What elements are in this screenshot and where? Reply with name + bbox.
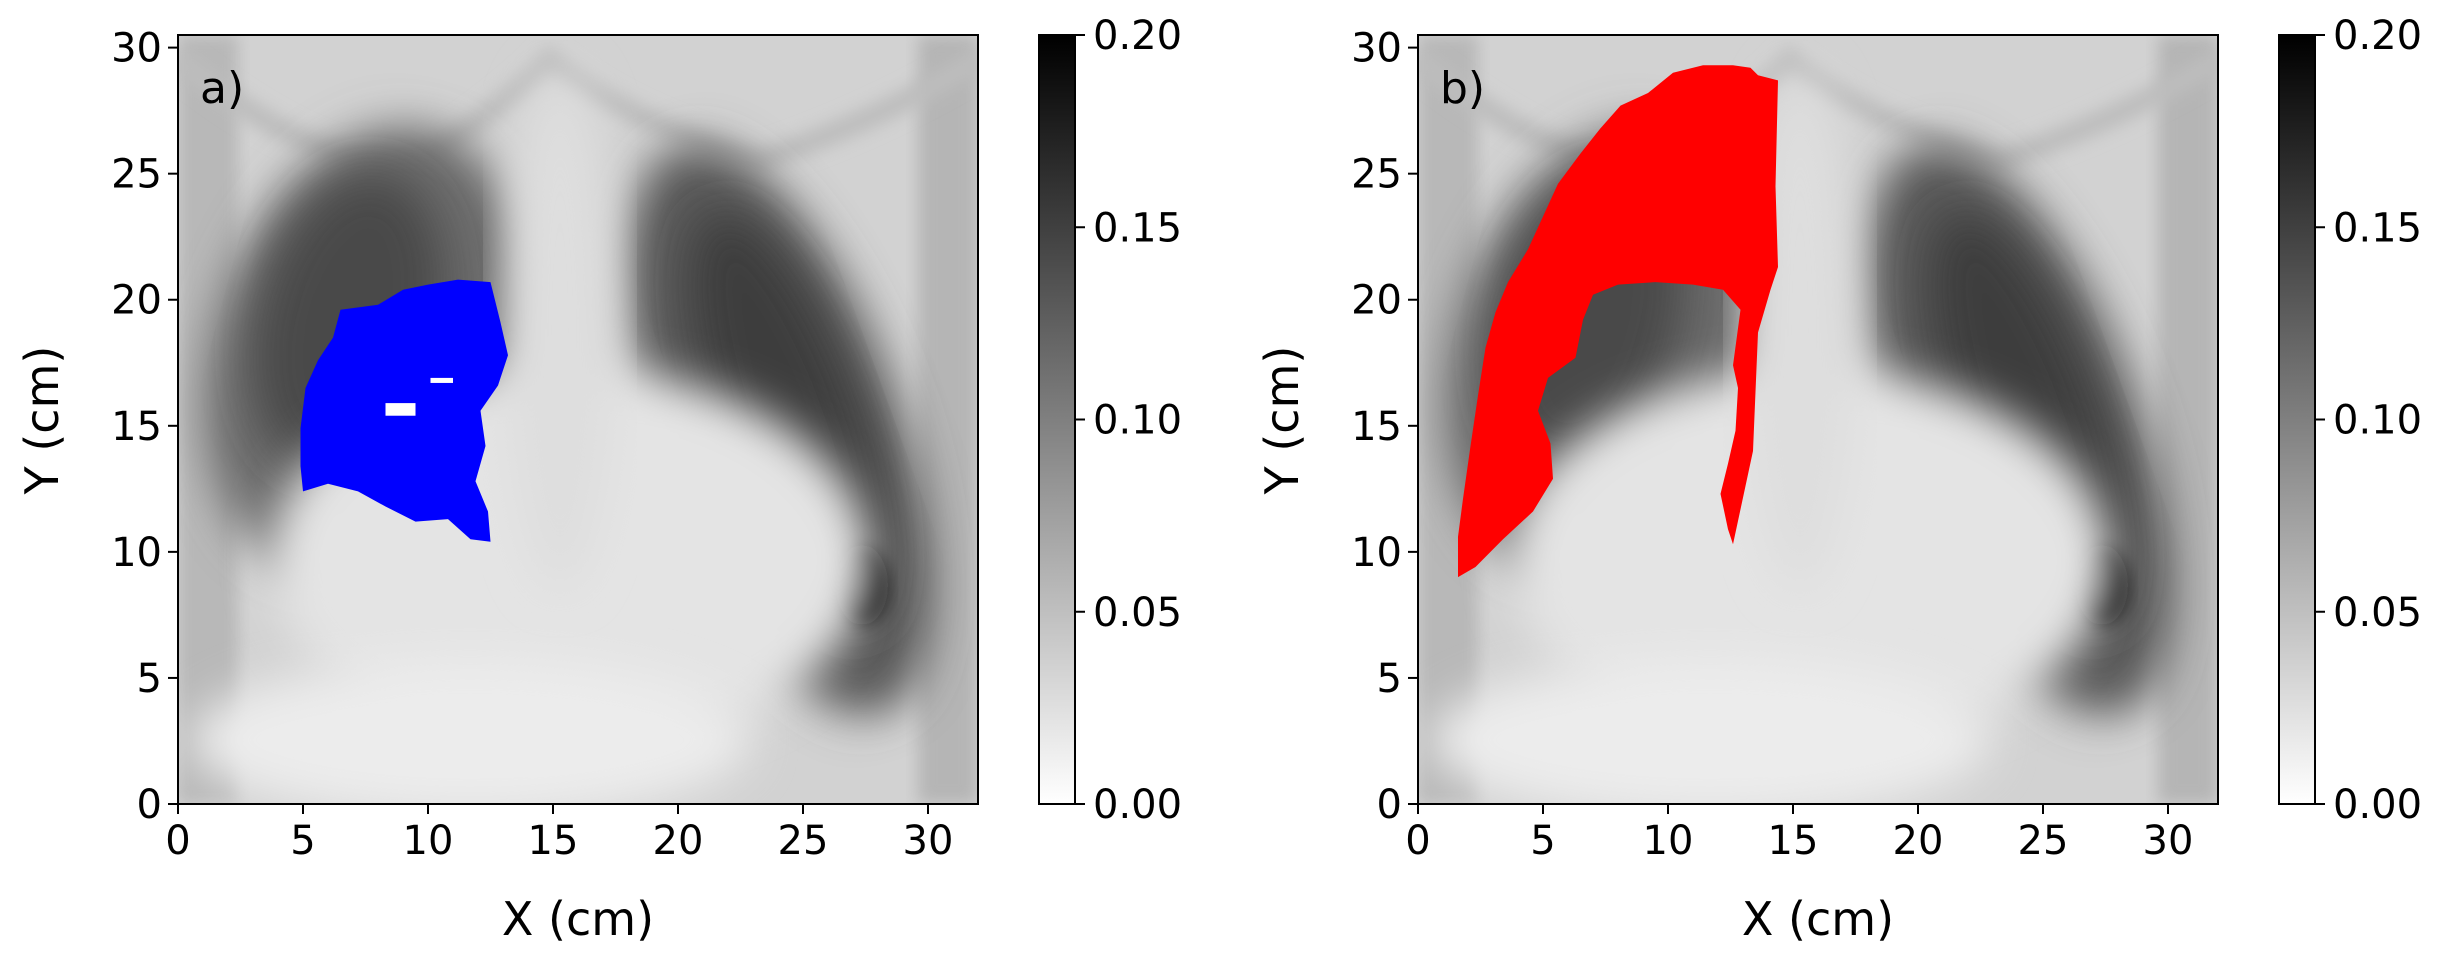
colorbar-tick-label: 0.00	[2333, 782, 2422, 828]
y-tick-label: 10	[111, 530, 162, 576]
y-tick-label: 5	[137, 656, 162, 702]
panel-label: a)	[200, 63, 244, 114]
plot-frame	[177, 34, 979, 805]
colorbar-tick-label: 0.15	[1093, 205, 1182, 251]
y-tick-label: 15	[111, 404, 162, 450]
x-tick-label: 10	[403, 818, 454, 864]
colorbar-tick-label: 0.05	[1093, 590, 1182, 636]
y-tick-label: 0	[1377, 782, 1402, 828]
colorbar-ticks: 0.00 0.05 0.10 0.15 0.20	[2315, 13, 2422, 828]
colorbar-tick-label: 0.10	[2333, 398, 2422, 444]
y-tick-label: 25	[111, 152, 162, 198]
overlay-hole	[385, 403, 416, 416]
x-tick-label: 15	[528, 818, 579, 864]
y-tick-label: 30	[111, 26, 162, 72]
x-tick-label: 0	[1405, 818, 1430, 864]
colorbar-gradient	[1038, 34, 1076, 805]
x-axis-ticks: 0 5 10 15 20 25 30	[165, 804, 953, 864]
x-tick-label: 30	[903, 818, 954, 864]
panel-label: b)	[1440, 63, 1485, 114]
colorbar-tick-label: 0.20	[1093, 13, 1182, 59]
x-tick-label: 25	[2018, 818, 2069, 864]
y-tick-label: 10	[1351, 530, 1402, 576]
colorbar-tick-label: 0.20	[2333, 13, 2422, 59]
x-tick-label: 20	[653, 818, 704, 864]
x-tick-label: 10	[1643, 818, 1694, 864]
y-tick-label: 0	[137, 782, 162, 828]
colorbar-tick-label: 0.05	[2333, 590, 2422, 636]
colorbar-gradient	[2278, 34, 2316, 805]
y-tick-label: 5	[1377, 656, 1402, 702]
x-tick-label: 15	[1768, 818, 1819, 864]
colorbar-ticks: 0.00 0.05 0.10 0.15 0.20	[1075, 13, 1182, 828]
colorbar: 0.00 0.05 0.10 0.15 0.20	[1038, 13, 1182, 828]
red-overlay-region	[1458, 65, 1778, 578]
colorbar: 0.00 0.05 0.10 0.15 0.20	[2278, 13, 2422, 828]
y-tick-label: 20	[1351, 278, 1402, 324]
overlay-hole	[430, 377, 453, 383]
y-tick-label: 25	[1351, 152, 1402, 198]
y-tick-label: 15	[1351, 404, 1402, 450]
overlay-layer	[300, 279, 508, 542]
x-axis-label: X (cm)	[502, 892, 654, 946]
y-axis-label: Y (cm)	[1255, 346, 1309, 496]
colorbar-tick-label: 0.00	[1093, 782, 1182, 828]
x-tick-label: 30	[2143, 818, 2194, 864]
y-tick-label: 20	[111, 278, 162, 324]
colorbar-tick-label: 0.15	[2333, 205, 2422, 251]
panel-a: a) 0 5 10 15 20 25 30 0 5 10 15 20 25 30 X (cm) Y (c…	[15, 13, 1182, 946]
x-axis-label: X (cm)	[1742, 892, 1894, 946]
x-tick-label: 5	[1530, 818, 1555, 864]
x-tick-label: 20	[1893, 818, 1944, 864]
x-tick-label: 25	[778, 818, 829, 864]
x-tick-label: 0	[165, 818, 190, 864]
overlay-layer	[1458, 65, 1778, 578]
panel-b: b) 0 5 10 15 20 25 30 0 5 10 15 20 25 30 X (cm) Y (c…	[1255, 13, 2422, 946]
x-axis-ticks: 0 5 10 15 20 25 30	[1405, 804, 2193, 864]
colorbar-tick-label: 0.10	[1093, 398, 1182, 444]
y-axis-label: Y (cm)	[15, 346, 69, 496]
y-axis-ticks: 0 5 10 15 20 25 30	[1351, 26, 1418, 828]
x-tick-label: 5	[290, 818, 315, 864]
y-axis-ticks: 0 5 10 15 20 25 30	[111, 26, 178, 828]
xray-image	[178, 35, 978, 804]
y-tick-label: 30	[1351, 26, 1402, 72]
plot-frame	[1417, 34, 2219, 805]
